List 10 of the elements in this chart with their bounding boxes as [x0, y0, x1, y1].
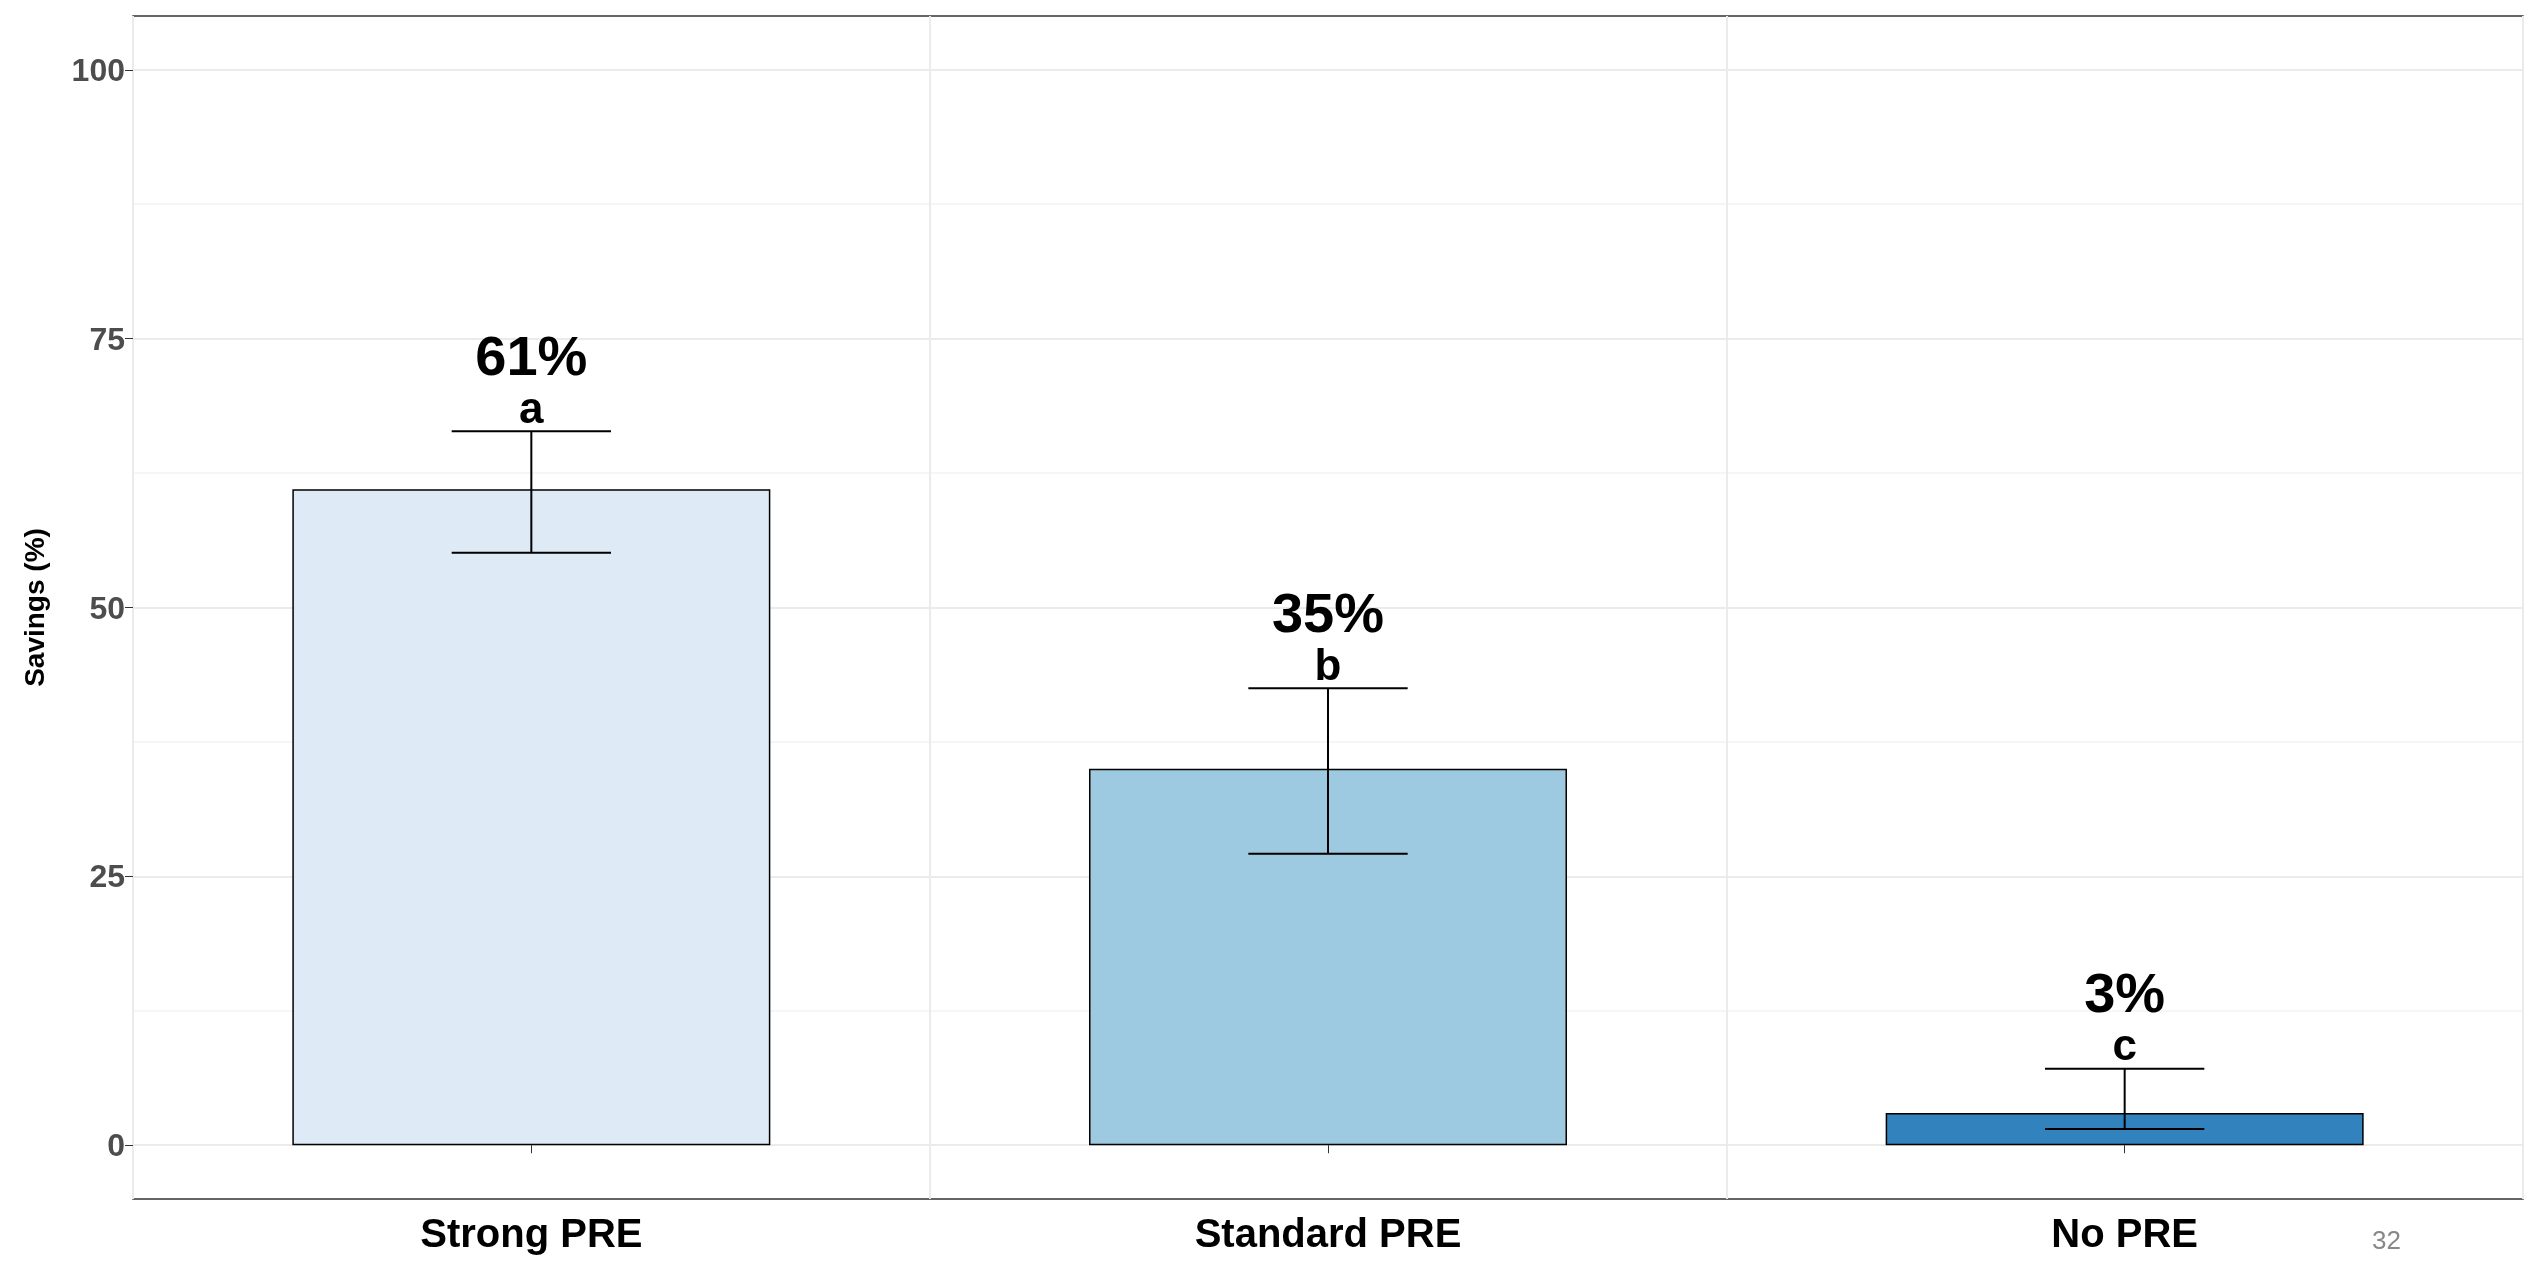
y-tick-label: 50 [89, 589, 125, 626]
y-tick-label: 25 [89, 858, 125, 895]
y-tick-label: 100 [71, 51, 125, 88]
x-tick-label: No PRE [2051, 1211, 2199, 1255]
text: 32 [2372, 1225, 2401, 1255]
y-tick-label: 0 [107, 1127, 125, 1164]
x-tick-label: Standard PRE [1194, 1211, 1462, 1255]
x-tick-label: Strong PRE [420, 1211, 643, 1255]
y-tick-label: 75 [89, 320, 125, 357]
y-axis-title: Savings (%) [18, 528, 50, 687]
